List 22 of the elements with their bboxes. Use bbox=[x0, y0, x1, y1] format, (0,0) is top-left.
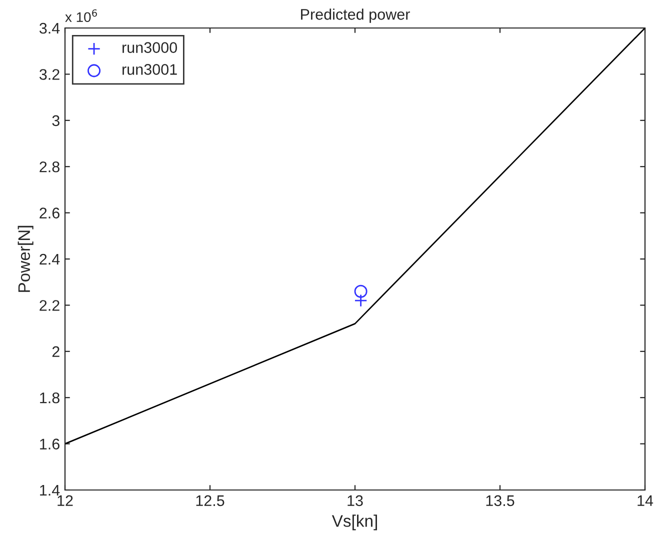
y-tick-label: 3 bbox=[52, 115, 60, 126]
y-tick-label: 3.2 bbox=[39, 69, 60, 80]
x-tick-label: 12.5 bbox=[196, 495, 224, 506]
y-tick-label: 2.2 bbox=[40, 300, 60, 311]
text: x 10$^{6}$ bbox=[65, 9, 97, 22]
chart-title: Predicted power bbox=[301, 8, 410, 23]
x-tick-label: 14 bbox=[638, 495, 654, 506]
y-tick-label: 1.6 bbox=[40, 438, 60, 450]
x-tick-label: 13.5 bbox=[486, 495, 514, 506]
y-tick-label: 1.4 bbox=[40, 485, 60, 496]
y-tick-label: 2.4 bbox=[40, 254, 60, 265]
legend-label: run3001 bbox=[122, 64, 177, 75]
y-tick-label: 3.4 bbox=[39, 22, 60, 34]
y-tick-label: 2.8 bbox=[40, 161, 60, 172]
y-tick-label: 2 bbox=[52, 346, 60, 357]
x-tick-label: 12 bbox=[58, 495, 73, 506]
x-tick-label: 13 bbox=[348, 495, 363, 506]
y-tick-label: 1.8 bbox=[40, 392, 60, 404]
y-tick-label: 2.6 bbox=[40, 208, 60, 218]
x-axis-title: Vs[kn] bbox=[332, 514, 377, 530]
y-axis-title: Power[N] bbox=[18, 226, 34, 292]
legend-label: run3000 bbox=[122, 42, 177, 53]
